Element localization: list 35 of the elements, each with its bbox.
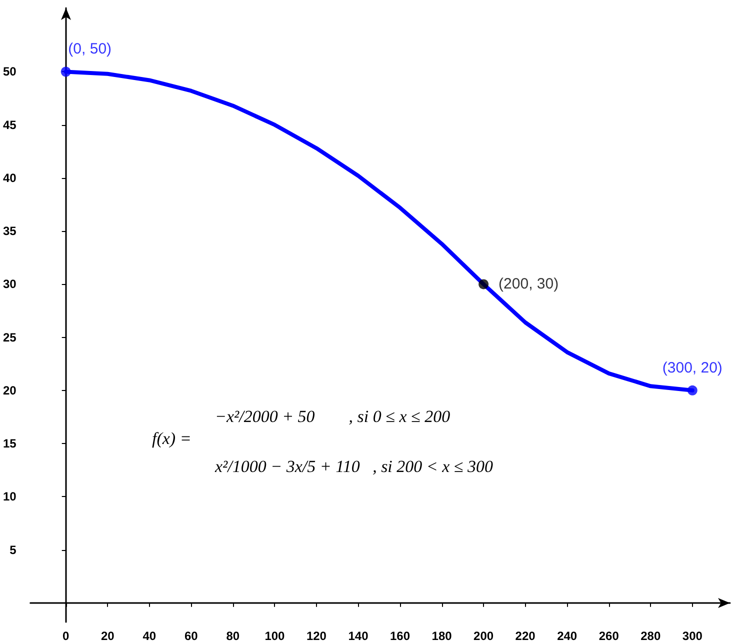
x-tick-label: 0 [62,629,70,642]
x-tick-label: 260 [598,629,620,642]
y-tick-label: 20 [2,383,17,398]
point [687,385,698,396]
data-label: (200, 30) [498,276,559,293]
x-tick-label: 40 [142,629,156,642]
point [60,66,71,77]
y-tick-label: 5 [10,542,17,557]
x-tick-label: 180 [432,629,452,642]
y-tick-label: 45 [2,118,17,132]
y-tick-label: 10 [2,490,17,504]
y-tick-label: 40 [2,170,17,185]
x-tick-label: 100 [264,629,286,642]
y-tick-label: 25 [2,330,17,344]
y-tick-label: 30 [2,277,17,292]
y-tick-label: 35 [2,224,17,238]
x-tick-label: 300 [682,629,703,642]
data-label: (300, 20) [662,359,722,376]
x-tick-label: 240 [557,629,578,642]
data-label: (0, 50) [68,40,112,58]
y-tick-label: 50 [2,64,17,79]
x-tick-label: 60 [184,629,198,642]
x-tick-label: 20 [100,629,115,642]
annotation: x²/1000 − 3x/5 + 110 , si 200 < x ≤ 300 [214,457,494,476]
annotation: f(x) = [152,429,192,448]
x-tick-label: 140 [348,629,369,642]
x-tick-label: 220 [515,629,536,642]
y-tick-label: 15 [2,436,17,451]
annotation: −x²/2000 + 50 , si 0 ≤ x ≤ 200 [215,407,451,426]
x-tick-label: 160 [390,629,410,642]
x-tick-label: 200 [474,629,494,642]
x-tick-label: 280 [640,629,661,642]
point [478,279,489,290]
x-tick-label: 120 [306,629,327,642]
x-tick-label: 80 [226,629,240,642]
